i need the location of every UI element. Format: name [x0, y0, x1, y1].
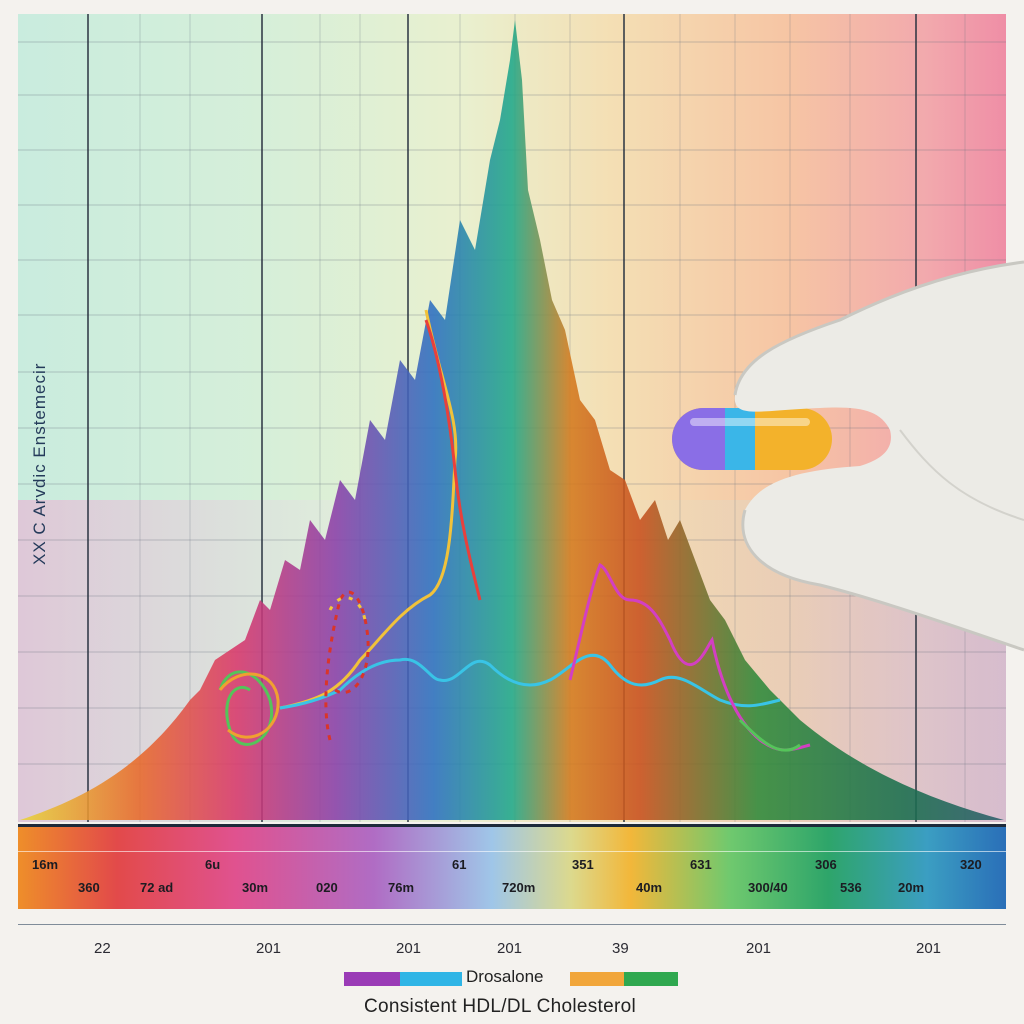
capsule-pill: [672, 408, 832, 470]
spectrum-label: 020: [316, 880, 338, 895]
footer-title: Consistent HDL/DL Cholesterol: [364, 996, 636, 1017]
year-label: 39: [612, 940, 629, 957]
year-label: 201: [256, 940, 282, 957]
series-curve-cyan: [279, 653, 781, 710]
series-curve-orange-loop: [218, 672, 280, 739]
year-label: 201: [916, 940, 942, 957]
spectrum-label: 30m: [242, 880, 269, 895]
spectrum-label: 360: [78, 880, 100, 895]
spectrum-label: 61: [452, 857, 467, 872]
legend-swatch-cyan: [400, 972, 462, 986]
year-label: 201: [497, 940, 523, 957]
series-dotted-loop-yellow: [328, 596, 367, 621]
spectrum-label: 72 ad: [140, 880, 174, 895]
series-curve-yellow: [279, 309, 458, 710]
spectrum-label: 40m: [636, 880, 663, 895]
series-curve-green: [218, 670, 801, 752]
legend-swatch-purple: [344, 972, 400, 986]
legend-swatch-green: [624, 972, 678, 986]
gloved-hand: [733, 260, 1024, 652]
spectrum-label: 720m: [502, 880, 536, 895]
spectrum-mountain: [20, 20, 1004, 820]
spectrum-strip: [18, 824, 1006, 909]
spectrum-label: 20m: [898, 880, 925, 895]
year-label: 201: [746, 940, 772, 957]
spectrum-label: 76m: [388, 880, 415, 895]
spectrum-label: 16m: [32, 857, 59, 872]
y-axis-label: XX C Arvdic Enstemecir: [30, 362, 49, 565]
spectrum-label: 300/40: [748, 880, 788, 895]
tick-baseline: [18, 924, 1006, 925]
year-label: 22: [94, 940, 111, 957]
spectrum-label: 536: [840, 880, 862, 895]
series-dotted-loop: [324, 590, 370, 741]
spectrum-label: 320: [960, 857, 982, 872]
spectrum-label: 6u: [205, 857, 221, 872]
spectrum-label: 631: [690, 857, 712, 872]
spectrum-label: 351: [572, 857, 594, 872]
legend-swatch-orange: [570, 972, 624, 986]
spectrum-divider: [18, 851, 1006, 852]
series-curve-red: [424, 319, 482, 601]
spectrum-label: 306: [815, 857, 837, 872]
legend-series-name: Drosalone: [466, 967, 544, 986]
year-label: 201: [396, 940, 422, 957]
